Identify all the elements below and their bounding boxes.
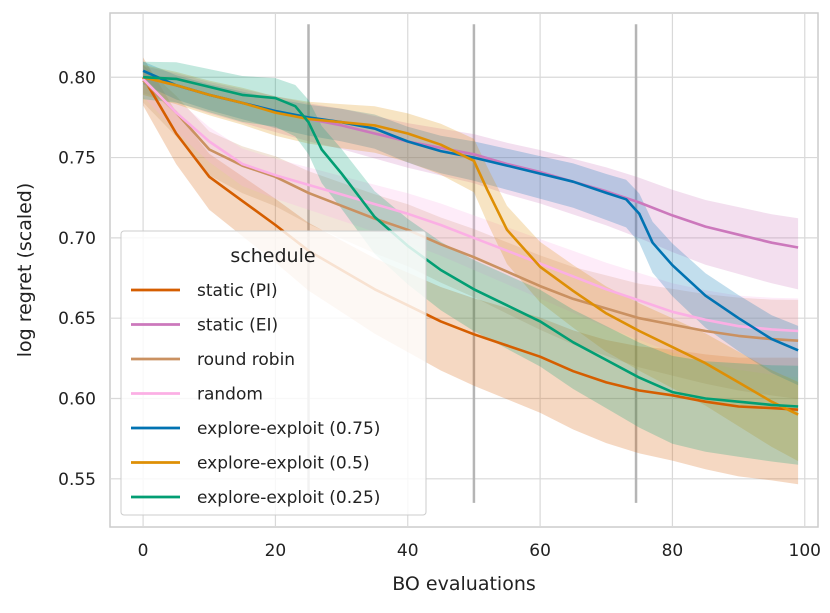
x-axis-label: BO evaluations bbox=[392, 573, 536, 595]
legend-label: round robin bbox=[197, 350, 295, 370]
legend-box bbox=[120, 230, 427, 516]
legend-label: explore-exploit (0.5) bbox=[197, 454, 370, 474]
series-line bbox=[142, 79, 799, 342]
y-tick-label: 0.65 bbox=[58, 309, 96, 329]
x-tick-label: 40 bbox=[397, 541, 419, 561]
series-line bbox=[142, 75, 799, 416]
confidence-band bbox=[143, 61, 799, 465]
x-tick-label: 80 bbox=[662, 541, 684, 561]
y-tick-label: 0.80 bbox=[58, 68, 96, 88]
x-tick-label: 100 bbox=[789, 541, 821, 561]
series-line bbox=[142, 77, 799, 333]
legend-title: schedule bbox=[230, 245, 315, 267]
y-tick-label: 0.55 bbox=[58, 470, 96, 490]
legend-label: static (PI) bbox=[197, 281, 278, 301]
series-lines bbox=[141, 69, 799, 416]
legend: schedule static (PI) static (EI) round rob… bbox=[120, 230, 427, 516]
series-line bbox=[141, 76, 799, 411]
legend-label: random bbox=[197, 385, 263, 405]
x-tick-label: 0 bbox=[138, 541, 149, 561]
legend-items: static (PI) static (EI) round robin random e… bbox=[131, 281, 380, 508]
y-tick-label: 0.75 bbox=[58, 149, 96, 169]
confidence-band bbox=[143, 64, 799, 462]
x-axis: 0 20 40 60 80 100 bbox=[138, 541, 821, 561]
y-axis-label: log regret (scaled) bbox=[14, 183, 36, 358]
y-axis: 0.55 0.60 0.65 0.70 0.75 0.80 bbox=[58, 68, 96, 490]
legend-label: explore-exploit (0.75) bbox=[197, 419, 380, 439]
legend-label: static (EI) bbox=[197, 316, 278, 336]
legend-label: explore-exploit (0.25) bbox=[197, 488, 380, 508]
series-line bbox=[143, 75, 799, 408]
confidence-band bbox=[143, 57, 799, 485]
x-tick-label: 20 bbox=[265, 541, 287, 561]
y-tick-label: 0.60 bbox=[58, 390, 96, 410]
x-tick-label: 60 bbox=[529, 541, 551, 561]
y-tick-label: 0.70 bbox=[58, 229, 96, 249]
